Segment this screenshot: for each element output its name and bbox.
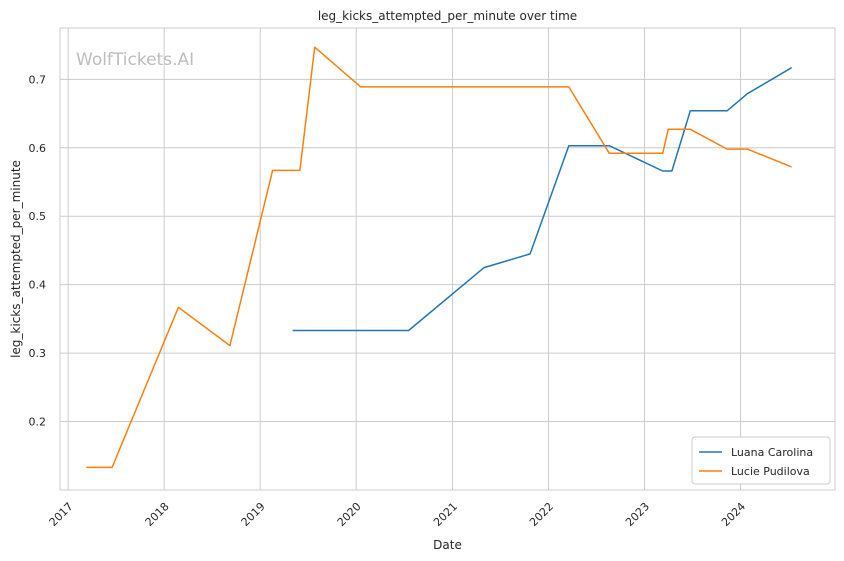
y-tick-label: 0.3 — [29, 347, 47, 360]
y-tick-label: 0.5 — [29, 210, 47, 223]
y-axis-ticks: 0.2 0.3 0.4 0.5 0.6 0.7 — [29, 73, 47, 428]
y-axis-label: leg_kicks_attempted_per_minute — [9, 160, 23, 358]
plot-frame — [59, 27, 836, 491]
y-tick-label: 0.2 — [29, 416, 47, 429]
chart-title: leg_kicks_attempted_per_minute over time — [318, 9, 577, 23]
x-axis-label: Date — [433, 538, 462, 552]
series-line-1 — [86, 46, 792, 469]
y-tick-label: 0.7 — [29, 73, 47, 86]
series-line-0 — [292, 67, 792, 332]
y-tick-label: 0.4 — [29, 279, 47, 292]
y-tick-label: 0.6 — [29, 142, 47, 155]
legend-label: Lucie Pudilova — [731, 465, 810, 478]
watermark: WolfTickets.AI — [76, 50, 194, 70]
legend: Luana Carolina Lucie Pudilova — [691, 436, 831, 485]
legend-box — [691, 436, 831, 485]
series-lines — [86, 46, 792, 469]
legend-label: Luana Carolina — [731, 446, 813, 459]
plot-area — [60, 28, 835, 490]
grid — [60, 28, 835, 490]
